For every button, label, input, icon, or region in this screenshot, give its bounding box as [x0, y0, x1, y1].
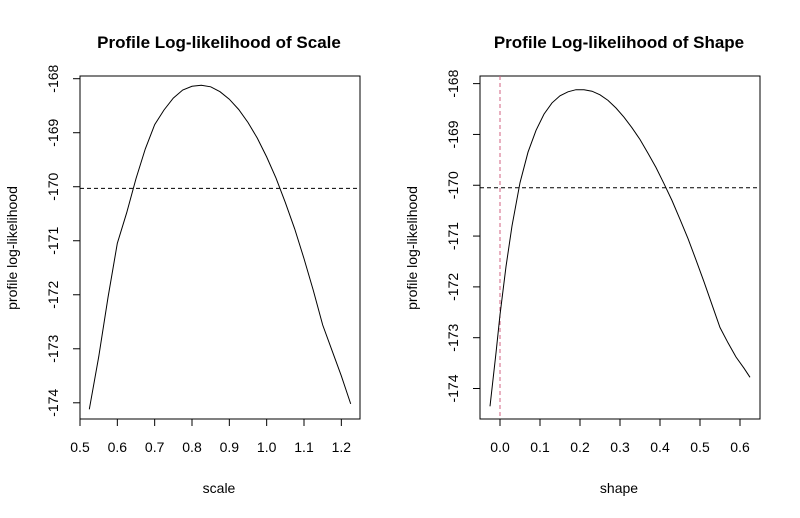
x-tick-label: 0.6 [108, 439, 128, 455]
y-tick-label: -168 [445, 69, 461, 97]
y-tick-label: -170 [45, 173, 61, 201]
y-tick-label: -173 [445, 323, 461, 351]
x-axis-label: scale [203, 480, 236, 496]
x-tick-label: 0.8 [182, 439, 202, 455]
x-tick-label: 0.3 [610, 439, 630, 455]
y-axis-label: profile log-likelihood [404, 186, 420, 310]
x-tick-label: 0.5 [70, 439, 90, 455]
y-tick-label: -170 [445, 171, 461, 199]
plot-area: 0.5 0.6 0.7 0.8 0.9 1.0 1.1 1.2 -174 -173 -172 -171… [45, 64, 360, 455]
plot-frame [479, 75, 761, 420]
y-axis-label: profile log-likelihood [4, 186, 20, 310]
x-axis-label: shape [600, 480, 638, 496]
plot-area: 0.0 0.1 0.2 0.3 0.4 0.5 0.6 -174 -173 -172 -171 -17… [445, 69, 760, 455]
chart-title: Profile Log-likelihood of Scale [97, 33, 341, 52]
x-tick-label: 0.6 [730, 439, 750, 455]
y-tick-label: -173 [45, 335, 61, 363]
likelihood-curve [489, 89, 751, 407]
likelihood-curve [88, 84, 352, 410]
x-tick-label: 0.4 [650, 439, 670, 455]
plot-frame [79, 75, 361, 420]
x-tick-label: 0.1 [530, 439, 550, 455]
x-tick-label: 0.0 [490, 439, 510, 455]
chart-shape: Profile Log-likelihood of Shape 0.0 0.1 0.… [404, 33, 761, 496]
y-tick-label: -168 [45, 64, 61, 92]
x-tick-label: 0.9 [220, 439, 240, 455]
y-tick-label: -169 [445, 120, 461, 148]
chart-title: Profile Log-likelihood of Shape [494, 33, 744, 52]
x-tick-label: 1.2 [332, 439, 352, 455]
chart-scale: Profile Log-likelihood of Scale 0.5 0.6 0.… [4, 33, 361, 496]
y-tick-label: -171 [45, 227, 61, 255]
y-tick-label: -174 [45, 389, 61, 417]
x-tick-label: 1.0 [257, 439, 277, 455]
x-tick-label: 0.5 [690, 439, 710, 455]
x-tick-label: 0.7 [145, 439, 165, 455]
y-tick-label: -171 [445, 222, 461, 250]
y-tick-label: -172 [45, 281, 61, 309]
x-tick-label: 0.2 [570, 439, 590, 455]
y-tick-label: -174 [445, 374, 461, 402]
x-tick-label: 1.1 [294, 439, 314, 455]
y-tick-label: -169 [45, 118, 61, 146]
y-tick-label: -172 [445, 273, 461, 301]
